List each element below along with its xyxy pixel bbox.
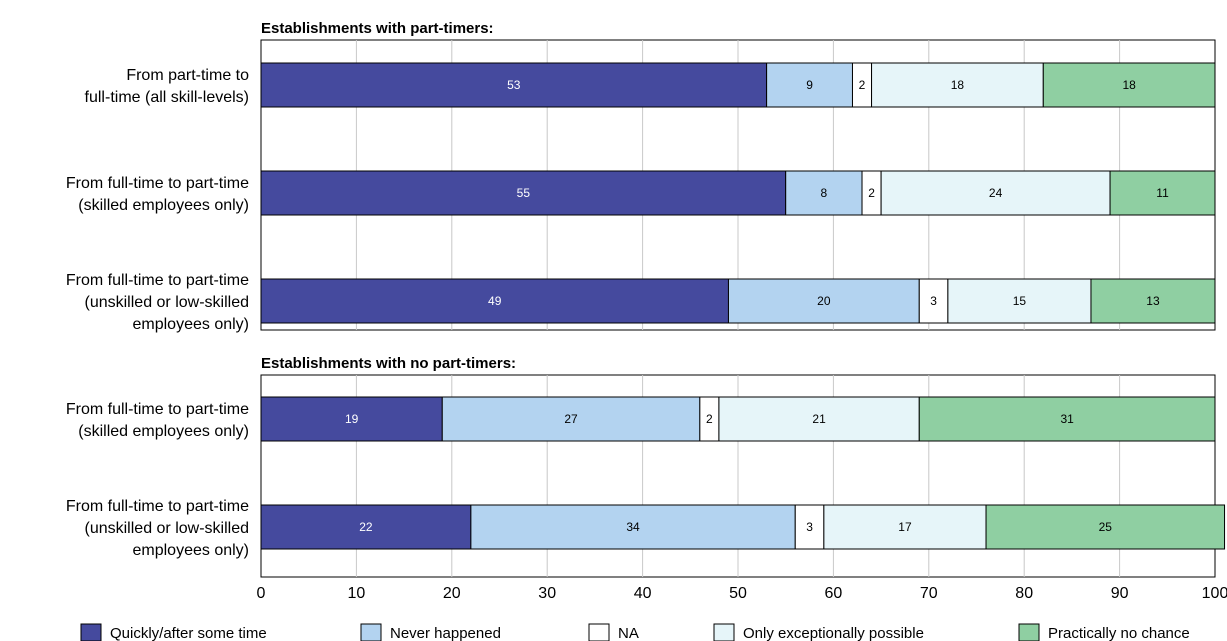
- bar-segment: [871, 62, 1044, 108]
- bar-segment: [1042, 62, 1216, 108]
- bar-segment: [794, 504, 825, 550]
- bar-value-label: 31: [1060, 412, 1074, 426]
- bar-segment: [727, 278, 920, 324]
- bar-value-label: 9: [806, 78, 813, 92]
- bar-value-label: 18: [1122, 78, 1136, 92]
- bar-segment: [947, 278, 1092, 324]
- bar-segment: [985, 504, 1226, 550]
- bar-value-label: 3: [930, 294, 937, 308]
- bar-segment: [260, 396, 443, 442]
- bar-segment: [918, 278, 949, 324]
- bar-segment: [918, 396, 1216, 442]
- category-label: employees only): [133, 542, 250, 559]
- bar-value-label: 53: [507, 78, 521, 92]
- legend-swatch: [1018, 623, 1040, 641]
- legend-swatch: [80, 623, 102, 641]
- bar-segment: [1090, 278, 1216, 324]
- bar-value-label: 11: [1156, 186, 1169, 200]
- category-label: (skilled employees only): [78, 197, 249, 214]
- legend-label: NA: [618, 625, 639, 641]
- x-tick-label: 70: [920, 585, 938, 602]
- x-tick-label: 30: [538, 585, 556, 602]
- legend-swatch: [588, 623, 610, 641]
- legend-label: Never happened: [390, 625, 501, 641]
- bar-segment: [785, 170, 863, 216]
- category-label: employees only): [133, 316, 250, 333]
- category-label: From part-time to: [126, 67, 249, 84]
- bar-segment: [718, 396, 920, 442]
- bar-value-label: 25: [1099, 520, 1113, 534]
- panel-title-1: Establishments with part-timers:: [261, 20, 494, 37]
- bar-segment: [470, 504, 796, 550]
- x-tick-label: 40: [634, 585, 652, 602]
- bar-value-label: 17: [898, 520, 912, 534]
- bar-value-label: 49: [488, 294, 502, 308]
- x-tick-label: 60: [825, 585, 843, 602]
- bar-segment: [260, 278, 729, 324]
- bar-segment: [260, 504, 472, 550]
- bar-segment: [1109, 170, 1216, 216]
- legend-swatch: [360, 623, 382, 641]
- category-label: full-time (all skill-levels): [85, 89, 249, 106]
- bar-value-label: 34: [626, 520, 640, 534]
- category-label: (unskilled or low-skilled: [85, 294, 250, 311]
- bar-value-label: 24: [989, 186, 1003, 200]
- bar-value-label: 8: [821, 186, 828, 200]
- category-label: (skilled employees only): [78, 423, 249, 440]
- bar-value-label: 18: [951, 78, 965, 92]
- bar-value-label: 2: [859, 78, 866, 92]
- bar-value-label: 55: [517, 186, 531, 200]
- bar-segment: [880, 170, 1111, 216]
- legend-label: Practically no chance: [1048, 625, 1190, 641]
- bar-value-label: 19: [345, 412, 359, 426]
- bar-value-label: 27: [564, 412, 578, 426]
- category-label: From full-time to part-time: [66, 401, 249, 418]
- legend-label: Quickly/after some time: [110, 625, 267, 641]
- x-tick-label: 80: [1015, 585, 1033, 602]
- bar-value-label: 20: [817, 294, 831, 308]
- bar-segment: [260, 170, 787, 216]
- bar-value-label: 21: [812, 412, 826, 426]
- legend-label: Only exceptionally possible: [743, 625, 924, 641]
- category-label: (unskilled or low-skilled: [85, 520, 250, 537]
- bar-value-label: 2: [706, 412, 713, 426]
- bar-value-label: 3: [806, 520, 813, 534]
- x-tick-label: 50: [729, 585, 747, 602]
- bar-value-label: 13: [1146, 294, 1160, 308]
- bar-segment: [766, 62, 853, 108]
- x-tick-label: 0: [257, 585, 266, 602]
- x-tick-label: 20: [443, 585, 461, 602]
- bar-value-label: 22: [359, 520, 373, 534]
- category-label: From full-time to part-time: [66, 175, 249, 192]
- legend-swatch: [713, 623, 735, 641]
- category-label: From full-time to part-time: [66, 272, 249, 289]
- x-tick-label: 90: [1111, 585, 1129, 602]
- bar-segment: [260, 62, 768, 108]
- x-tick-label: 100: [1202, 585, 1227, 602]
- panel-title-2: Establishments with no part-timers:: [261, 355, 516, 372]
- bar-value-label: 15: [1013, 294, 1027, 308]
- bar-segment: [823, 504, 987, 550]
- bar-value-label: 2: [868, 186, 875, 200]
- category-label: From full-time to part-time: [66, 498, 249, 515]
- x-tick-label: 10: [348, 585, 366, 602]
- bar-segment: [441, 396, 701, 442]
